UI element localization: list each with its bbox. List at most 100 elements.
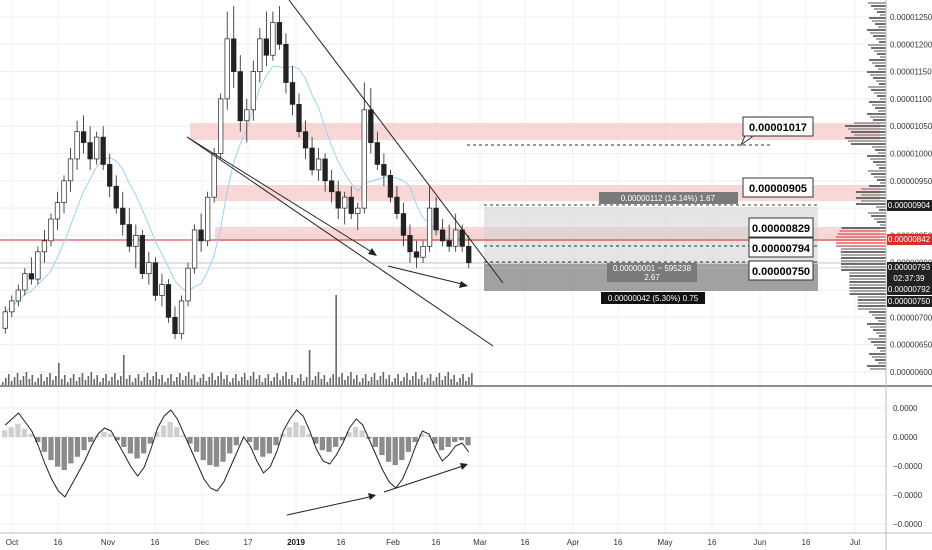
candle-body[interactable] [250,71,256,111]
candle-body[interactable] [191,229,198,269]
candle-body[interactable] [453,229,459,247]
candle-body[interactable] [139,235,145,274]
candle-body[interactable] [35,251,41,280]
candle-body[interactable] [172,316,178,335]
osc-histogram-bar [233,437,239,446]
candle-body[interactable] [159,284,165,296]
candle-body[interactable] [80,131,87,143]
candle-body[interactable] [231,38,237,72]
candle-body[interactable] [420,245,426,258]
candle-body[interactable] [433,207,439,231]
candle-body[interactable] [270,22,276,56]
candle-body[interactable] [15,289,21,302]
candle-body[interactable] [355,207,361,214]
time-axis[interactable]: Oct 16 Nov 16 Dec 17 2019 16 Feb 16 Mar 16 Apr 16 May 1… [6,538,861,547]
time-tick-label: 16 [337,538,346,547]
candle-body[interactable] [113,185,119,209]
candle-body[interactable] [204,196,211,242]
candle-body[interactable] [368,109,374,143]
candle-body[interactable] [165,284,172,318]
candle-body[interactable] [74,131,80,160]
volume-bar [282,376,284,385]
candle-body[interactable] [426,207,433,247]
candle-body[interactable] [48,218,54,242]
candle-body[interactable] [2,311,8,329]
candle-body[interactable] [400,213,407,236]
candle-body[interactable] [94,136,100,160]
candle-body[interactable] [263,38,270,56]
candle-body[interactable] [237,71,243,122]
volume-bar [376,380,379,385]
candle-body[interactable] [120,207,126,225]
divergence-arrow-1[interactable] [286,495,375,516]
candle-body[interactable] [439,229,446,242]
level-label-750[interactable]: 0.00000750 [748,260,814,281]
candle-body[interactable] [466,245,472,264]
candle-body[interactable] [61,180,67,203]
oscillator-axis[interactable]: 0.0000 0.0000 −0.0000 −0.0000 −0.0000 [893,404,923,529]
candle-body[interactable] [329,180,335,193]
candle-body[interactable] [276,22,283,45]
trendline-descending-upper[interactable] [288,0,504,284]
volume-profile-bar [841,263,886,265]
candle-body[interactable] [394,196,400,214]
candle-body[interactable] [87,142,93,160]
candle-body[interactable] [413,251,420,258]
candle-body[interactable] [296,104,302,133]
candle-body[interactable] [22,273,28,291]
candle-body[interactable] [41,240,48,253]
candle-body[interactable] [315,158,322,171]
candle-body[interactable] [302,131,309,149]
candle-body[interactable] [309,147,315,171]
price-axis[interactable]: 0.00001250 0.00001200 0.00001150 0.00001100… [890,13,932,377]
osc-histogram-bar [213,437,220,467]
candle-body[interactable] [335,191,341,209]
level-label-1017[interactable]: 0.00001017 [739,116,814,147]
candlesticks[interactable] [2,6,472,340]
candle-body[interactable] [198,229,204,242]
candle-body[interactable] [322,158,328,182]
candle-body[interactable] [146,262,152,274]
candle-body[interactable] [67,158,74,182]
candle-body[interactable] [9,300,15,313]
candle-body[interactable] [126,224,132,247]
candle-body[interactable] [407,235,413,253]
candle-body[interactable] [381,164,387,176]
candle-body[interactable] [459,229,465,247]
candle-body[interactable] [152,262,159,296]
candle-body[interactable] [28,273,35,280]
candle-body[interactable] [283,43,289,83]
volume-profile-bar [854,122,886,124]
candle-body[interactable] [54,202,61,220]
candle-body[interactable] [178,300,185,335]
candle-body[interactable] [224,38,230,100]
candle-body[interactable] [100,136,106,165]
level-label-829[interactable]: 0.00000829 [748,217,814,238]
candle-body[interactable] [185,267,191,302]
price-tag-904-bg [887,200,932,211]
candle-body[interactable] [218,98,224,154]
candle-body[interactable] [374,142,380,165]
trendline-descending-lower[interactable] [186,136,494,347]
candle-body[interactable] [387,174,394,198]
candle-body[interactable] [446,240,452,247]
volume-profile-bar [873,329,886,331]
trendline-arrow-1[interactable] [186,136,376,255]
candle-body[interactable] [211,153,217,198]
level-label-905[interactable]: 0.00000905 [742,177,814,198]
osc-histogram-bar [187,437,193,444]
candle-body[interactable] [244,109,250,122]
divergence-arrow-2[interactable] [383,464,467,493]
candle-body[interactable] [257,38,263,72]
volume-bar [444,376,447,385]
candle-body[interactable] [133,235,139,247]
candle-body[interactable] [107,164,113,187]
candle-body[interactable] [348,196,354,214]
candle-body[interactable] [289,82,296,105]
level-label-794[interactable]: 0.00000794 [748,237,814,258]
candle-body[interactable] [361,109,367,209]
volume-bar [261,382,264,385]
candle-body[interactable] [342,196,348,209]
trendline-arrow-2[interactable] [387,265,467,286]
